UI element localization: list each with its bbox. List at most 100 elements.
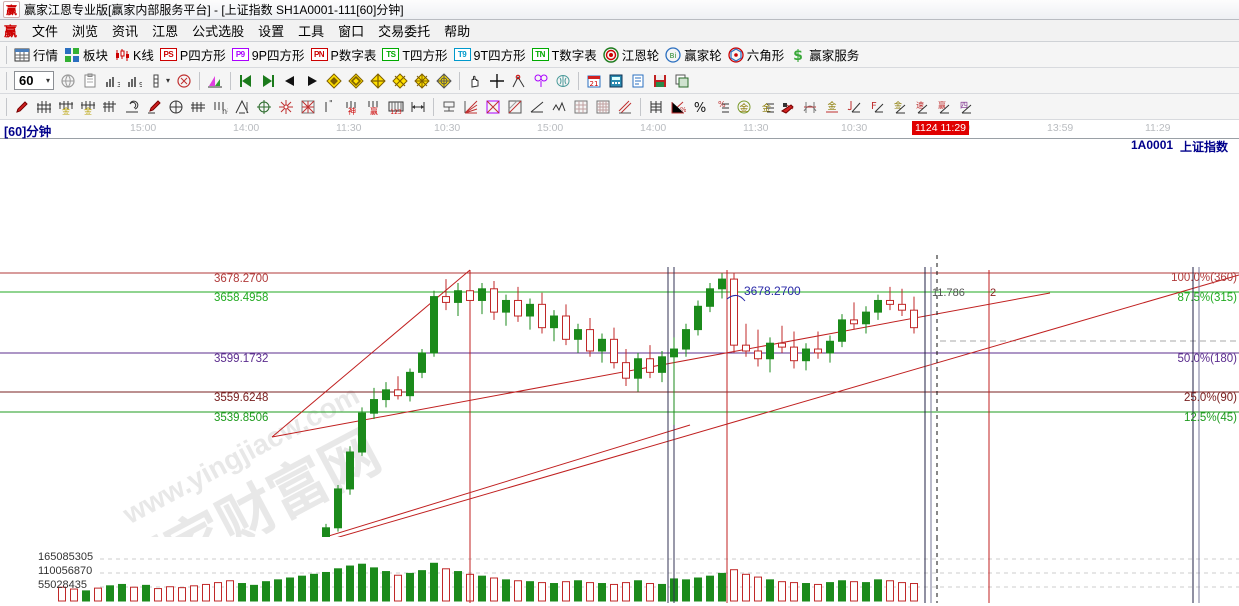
tool-spider-grid[interactable] <box>297 96 319 118</box>
toolbar-button-colorbars[interactable] <box>204 70 226 92</box>
tool-paint[interactable] <box>777 96 799 118</box>
menu-item-gann[interactable]: 江恩 <box>152 24 179 39</box>
tool-gold-slope[interactable]: 金 <box>887 96 909 118</box>
tool-gold-text[interactable]: 金 <box>821 96 843 118</box>
tool-angle-up[interactable] <box>526 96 548 118</box>
toolbar-button-diamond-6[interactable] <box>433 70 455 92</box>
toolbar-button-diamond-2[interactable] <box>345 70 367 92</box>
toolbar-button-brain[interactable] <box>552 70 574 92</box>
tool-measure[interactable] <box>407 96 429 118</box>
tool-pen-red[interactable] <box>11 96 33 118</box>
toolbar-button-network[interactable] <box>57 70 79 92</box>
period-select[interactable]: 60 ▾ <box>14 71 54 90</box>
toolbar-label-kline: K线 <box>133 49 154 63</box>
tool-ying[interactable]: 赢 <box>363 96 385 118</box>
toolbar-button-magic[interactable] <box>173 70 195 92</box>
menu-item-formula-stock-pick[interactable]: 公式选股 <box>192 24 245 39</box>
tool-gann-gold-2[interactable]: 金 <box>77 96 99 118</box>
toolbar-button-winner-service[interactable]: $ 赢家服务 <box>787 44 862 66</box>
toolbar-button-calculator[interactable] <box>605 70 627 92</box>
tool-bars-quote[interactable]: " <box>319 96 341 118</box>
toolbar-button-t-square[interactable]: TS T四方形 <box>379 44 450 66</box>
tool-gold-circle[interactable]: 金 <box>733 96 755 118</box>
tool-speed[interactable]: 速 <box>909 96 931 118</box>
toolbar-button-p-number-table[interactable]: PN P数字表 <box>308 44 380 66</box>
toolbar-button-draw-angle[interactable] <box>508 70 530 92</box>
toolbar-button-last[interactable] <box>257 70 279 92</box>
tool-spiral[interactable] <box>121 96 143 118</box>
menu-item-window[interactable]: 窗口 <box>338 24 365 39</box>
toolbar-button-copy[interactable] <box>671 70 693 92</box>
tool-box-cross[interactable] <box>482 96 504 118</box>
tool-ying-lines[interactable]: 赢 <box>931 96 953 118</box>
tool-gann-gold-1[interactable]: 金 <box>55 96 77 118</box>
tool-grid-f[interactable] <box>99 96 121 118</box>
tool-arc[interactable] <box>799 96 821 118</box>
toolbar-button-calendar[interactable]: 21 <box>583 70 605 92</box>
toolbar-button-kline[interactable]: K线 <box>111 44 157 66</box>
tool-circle-grid[interactable] <box>165 96 187 118</box>
menu-item-browse[interactable]: 浏览 <box>72 24 99 39</box>
toolbar-button-column[interactable]: ▾ <box>145 70 173 92</box>
toolbar-button-9t-square[interactable]: T9 9T四方形 <box>451 44 529 66</box>
tool-grid-2[interactable] <box>592 96 614 118</box>
tool-box-top[interactable] <box>438 96 460 118</box>
volume-plot[interactable]: 165085305 110056870 55028435 <box>0 537 1239 603</box>
toolbar-button-diamond-5[interactable] <box>411 70 433 92</box>
toolbar-button-flower[interactable] <box>530 70 552 92</box>
toolbar-button-prev[interactable] <box>279 70 301 92</box>
tool-starburst[interactable] <box>275 96 297 118</box>
menu-item-settings[interactable]: 设置 <box>258 24 285 39</box>
tool-ladder[interactable] <box>645 96 667 118</box>
tool-box-diag[interactable] <box>504 96 526 118</box>
toolbar-button-p-square[interactable]: PS P四方形 <box>157 44 229 66</box>
toolbar-button-bars-9[interactable]: 9 <box>123 70 145 92</box>
toolbar-button-diamond-4[interactable] <box>389 70 411 92</box>
tool-gold-lines[interactable]: 金 <box>755 96 777 118</box>
tool-zigzag[interactable] <box>548 96 570 118</box>
menu-item-tools[interactable]: 工具 <box>298 24 325 39</box>
menu-item-file[interactable]: 文件 <box>32 24 59 39</box>
toolbar-button-clipboard[interactable] <box>79 70 101 92</box>
tool-target[interactable] <box>253 96 275 118</box>
toolbar-button-hexagon[interactable]: 六角形 <box>725 44 788 66</box>
toolbar-button-first[interactable] <box>235 70 257 92</box>
toolbar-button-winner-wheel[interactable]: Bi 赢家轮 <box>662 44 725 66</box>
toolbar-button-quote[interactable]: 行情 <box>11 44 61 66</box>
tool-fan-lines-2[interactable] <box>187 96 209 118</box>
tool-j-lines[interactable] <box>843 96 865 118</box>
toolbar-button-hand[interactable] <box>464 70 486 92</box>
column-dropdown-arrow[interactable]: ▾ <box>166 76 171 85</box>
tool-angle-lines[interactable] <box>231 96 253 118</box>
tool-percent-chart[interactable]: % <box>667 96 689 118</box>
tool-percent-sign[interactable]: % <box>689 96 711 118</box>
tool-percent-lines[interactable]: % <box>711 96 733 118</box>
tool-four-lines[interactable]: 四 <box>953 96 975 118</box>
toolbar-button-diamond-3[interactable] <box>367 70 389 92</box>
tool-parallel[interactable] <box>614 96 636 118</box>
price-plot[interactable]: 赢家财富网 www.yingjiacw.com 3678.2700 3658.49… <box>0 139 1239 537</box>
tool-f-lines[interactable]: F <box>865 96 887 118</box>
toolbar-button-save[interactable] <box>649 70 671 92</box>
tool-shen[interactable]: 神 <box>341 96 363 118</box>
menu-item-help[interactable]: 帮助 <box>444 24 471 39</box>
toolbar-button-sector[interactable]: 板块 <box>61 44 111 66</box>
menu-item-trade[interactable]: 交易委托 <box>378 24 431 39</box>
toolbar-button-next[interactable] <box>301 70 323 92</box>
toolbar-button-t-number-table[interactable]: TN T数字表 <box>529 44 600 66</box>
tool-n-squared[interactable]: n² <box>209 96 231 118</box>
toolbar-button-9p-square[interactable]: P9 9P四方形 <box>229 44 308 66</box>
gann-percent-label: 100.0%(360) <box>1171 272 1237 284</box>
chart-container[interactable]: [60]分钟 15:00 14:00 11:30 10:30 15:00 14:00 11:… <box>0 120 1239 603</box>
toolbar-button-bars-3[interactable]: 3 <box>101 70 123 92</box>
tool-keyboard-123[interactable]: 123 <box>385 96 407 118</box>
toolbar-button-gann-wheel[interactable]: 江恩轮 <box>600 44 663 66</box>
tool-grid-1[interactable] <box>570 96 592 118</box>
tool-pen-red-2[interactable] <box>143 96 165 118</box>
tool-fan-lines[interactable] <box>33 96 55 118</box>
toolbar-button-notes[interactable] <box>627 70 649 92</box>
toolbar-button-diamond-1[interactable] <box>323 70 345 92</box>
tool-fan-red[interactable] <box>460 96 482 118</box>
menu-item-news[interactable]: 资讯 <box>112 24 139 39</box>
toolbar-button-crosshair[interactable] <box>486 70 508 92</box>
